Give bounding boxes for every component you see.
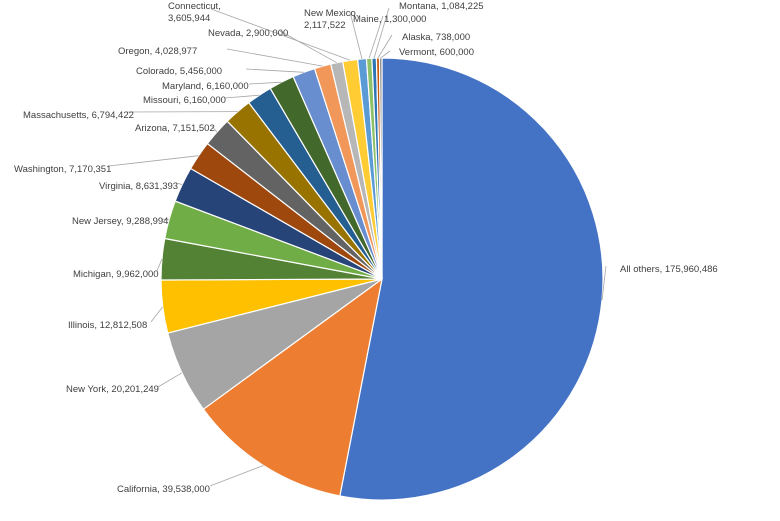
data-label-all-others: All others, 175,960,486 — [620, 264, 718, 275]
leader-line-maryland — [249, 82, 282, 84]
leader-line-vermont — [381, 51, 390, 58]
leader-line-colorado — [246, 69, 304, 72]
data-label-connecticut: Connecticut,3,605,944 — [168, 1, 221, 24]
data-label-oregon: Oregon, 4,028,977 — [118, 46, 197, 57]
data-label-illinois: Illinois, 12,812,508 — [68, 320, 147, 331]
data-label-maryland: Maryland, 6,160,000 — [162, 81, 249, 92]
leader-line-new-york — [158, 373, 182, 387]
data-label-michigan: Michigan, 9,962,000 — [73, 269, 159, 280]
data-label-nevada: Nevada, 2,900,000 — [208, 28, 288, 39]
data-label-alaska: Alaska, 738,000 — [402, 32, 470, 43]
leader-line-nevada — [280, 31, 337, 63]
data-label-missouri: Missouri, 6,160,000 — [143, 95, 226, 106]
data-label-washington: Washington, 7,170,351 — [14, 164, 111, 175]
data-label-maine: Maine, 1,300,000 — [353, 14, 426, 25]
data-label-new-mexico: New Mexico,2,117,522 — [304, 8, 358, 31]
leader-line-california — [210, 466, 263, 487]
data-label-new-york: New York, 20,201,249 — [66, 384, 159, 395]
slices-layer — [161, 58, 603, 500]
leader-line-oregon — [227, 49, 323, 66]
leader-line-missouri — [225, 95, 259, 98]
data-label-new-jersey: New Jersey, 9,288,994 — [72, 216, 168, 227]
data-label-california: California, 39,538,000 — [117, 484, 210, 495]
data-label-arizona: Arizona, 7,151,502 — [135, 123, 215, 134]
data-label-colorado: Colorado, 5,456,000 — [136, 66, 222, 77]
leader-line-illinois — [151, 307, 163, 322]
data-label-virginia: Virginia, 8,631,393 — [99, 181, 178, 192]
data-label-montana: Montana, 1,084,225 — [399, 1, 484, 12]
leader-line-washington — [109, 156, 199, 166]
data-label-vermont: Vermont, 600,000 — [399, 47, 474, 58]
data-label-massachusetts: Massachusetts, 6,794,422 — [23, 110, 134, 121]
